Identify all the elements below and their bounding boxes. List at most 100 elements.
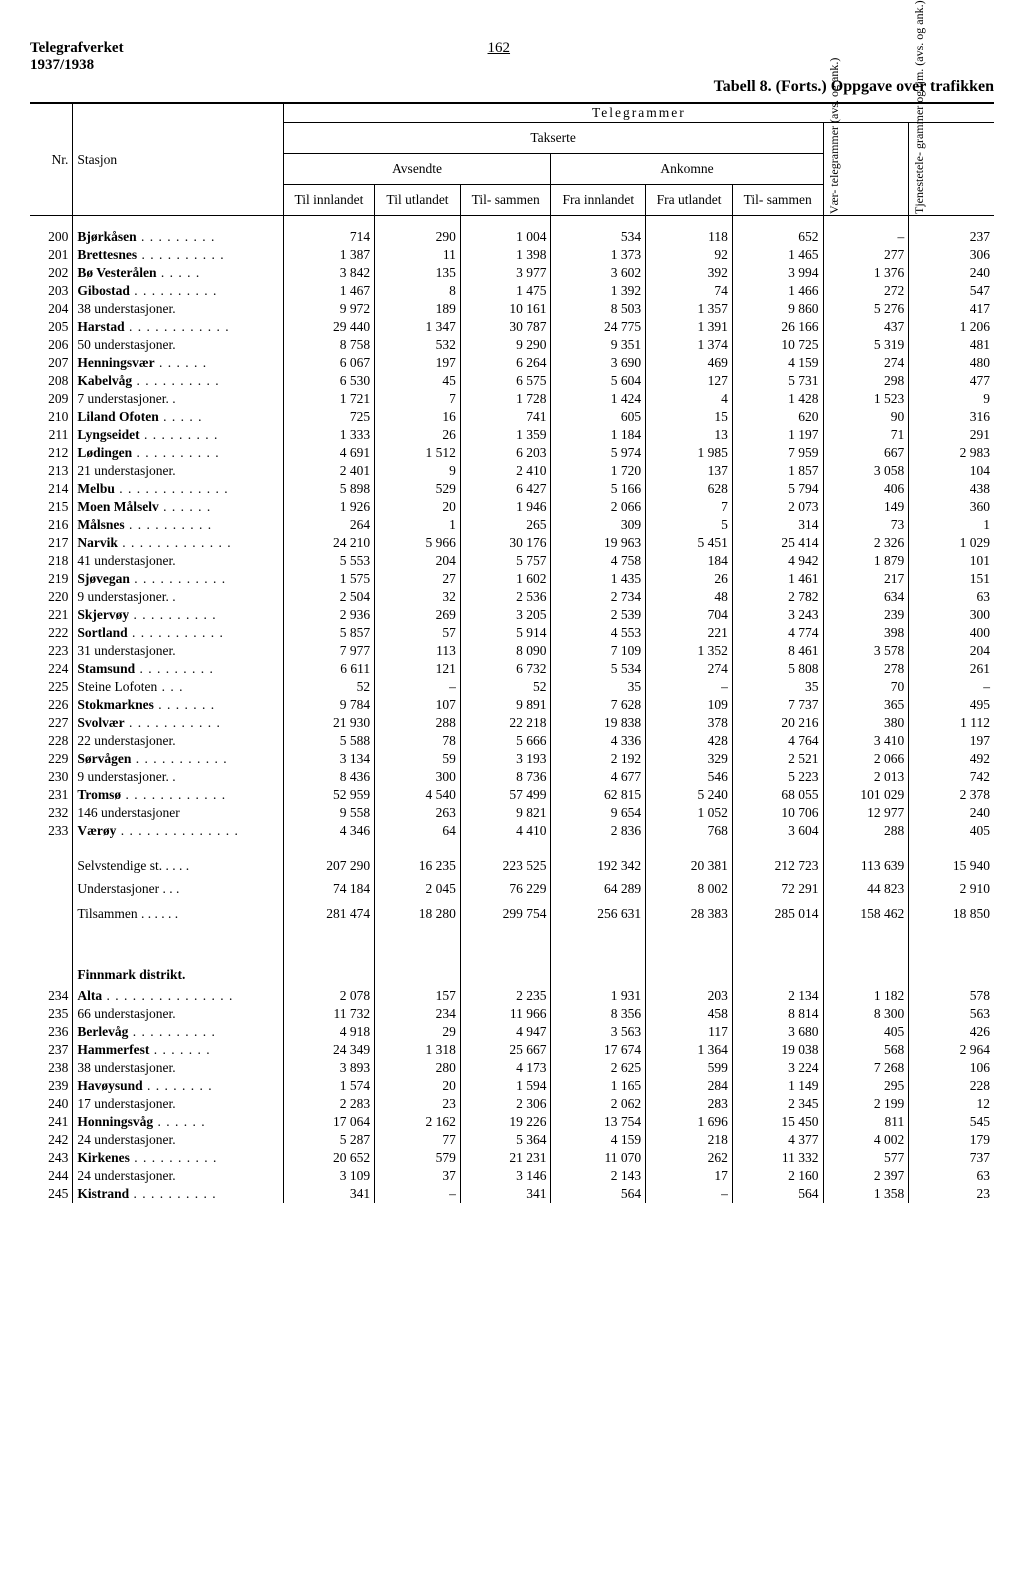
cell-station: Målsnes . . . . . . . . . .	[73, 516, 283, 534]
cell-station: Henningsvær . . . . . .	[73, 354, 283, 372]
cell-nr: 241	[30, 1113, 73, 1131]
cell-value: 70	[823, 678, 909, 696]
table-row: 214Melbu . . . . . . . . . . . . .5 8985…	[30, 480, 994, 498]
cell-station: Bjørkåsen . . . . . . . . .	[73, 228, 283, 246]
cell-value: 35	[732, 678, 823, 696]
cell-value: 280	[375, 1059, 461, 1077]
cell-value: 3 146	[460, 1167, 551, 1185]
cell-value: 3 563	[551, 1023, 646, 1041]
cell-value: 283	[646, 1095, 733, 1113]
cell-value: 217	[823, 570, 909, 588]
cell-value: 9 290	[460, 336, 551, 354]
cell-value: 127	[646, 372, 733, 390]
cell-value: 9	[375, 462, 461, 480]
cell-nr: 224	[30, 660, 73, 678]
summary-row: Tilsammen . . . . . .281 47418 280299 75…	[30, 898, 994, 923]
cell-value: 20 381	[646, 852, 733, 875]
cell-value: 1 004	[460, 228, 551, 246]
cell-nr: 216	[30, 516, 73, 534]
cell-value: 6 264	[460, 354, 551, 372]
table-row: 243Kirkenes . . . . . . . . . .20 652579…	[30, 1149, 994, 1167]
cell-value: 23	[909, 1185, 994, 1203]
cell-value: 741	[460, 408, 551, 426]
cell-value: 274	[823, 354, 909, 372]
cell-value: 44 823	[823, 875, 909, 898]
table-row: 208Kabelvåg . . . . . . . . . .6 530456 …	[30, 372, 994, 390]
cell-nr: 219	[30, 570, 73, 588]
cell-value: 1	[909, 516, 994, 534]
cell-value: 5 974	[551, 444, 646, 462]
cell-value: 265	[460, 516, 551, 534]
cell-value: 197	[375, 354, 461, 372]
cell-value: 92	[646, 246, 733, 264]
section-heading: Finnmark distrikt.	[30, 953, 994, 987]
cell-station: Alta . . . . . . . . . . . . . . .	[73, 987, 283, 1005]
cell-value: 1 376	[823, 264, 909, 282]
cell-nr: 202	[30, 264, 73, 282]
cell-value: 184	[646, 552, 733, 570]
cell-value: 204	[909, 642, 994, 660]
cell-station: Værøy . . . . . . . . . . . . . .	[73, 822, 283, 840]
cell-value: 6 530	[283, 372, 374, 390]
cell-station: Harstad . . . . . . . . . . . .	[73, 318, 283, 336]
cell-nr: 232	[30, 804, 73, 822]
cell-value: 5 757	[460, 552, 551, 570]
table-row: 219Sjøvegan . . . . . . . . . . .1 57527…	[30, 570, 994, 588]
cell-value: 207 290	[283, 852, 374, 875]
cell-value: 2 521	[732, 750, 823, 768]
cell-value: 3 680	[732, 1023, 823, 1041]
page-header: Telegrafverket 1937/1938 162	[30, 40, 994, 74]
cell-value: 6 611	[283, 660, 374, 678]
cell-station: Lyngseidet . . . . . . . . .	[73, 426, 283, 444]
cell-value: 234	[375, 1005, 461, 1023]
cell-value: 2 378	[909, 786, 994, 804]
table-row: 241Honningsvåg . . . . . .17 0642 16219 …	[30, 1113, 994, 1131]
cell-value: 3 604	[732, 822, 823, 840]
cell-value: 104	[909, 462, 994, 480]
cell-value: 2 078	[283, 987, 374, 1005]
table-row: 206 50 understasjoner.8 7585329 2909 351…	[30, 336, 994, 354]
cell-value: 4 336	[551, 732, 646, 750]
cell-value: 1 398	[460, 246, 551, 264]
table-row: 235 66 understasjoner.11 73223411 9668 3…	[30, 1005, 994, 1023]
cell-station: 21 understasjoner.	[73, 462, 283, 480]
cell-value: 579	[375, 1149, 461, 1167]
cell-station: 41 understasjoner.	[73, 552, 283, 570]
cell-value: 10 725	[732, 336, 823, 354]
table-body: 200Bjørkåsen . . . . . . . . .7142901 00…	[30, 216, 994, 1204]
cell-value: 532	[375, 336, 461, 354]
cell-value: 299 754	[460, 898, 551, 923]
cell-value: 4 377	[732, 1131, 823, 1149]
cell-value: 599	[646, 1059, 733, 1077]
cell-value: 262	[646, 1149, 733, 1167]
cell-value: 5 588	[283, 732, 374, 750]
table-row: 213 21 understasjoner.2 40192 4101 72013…	[30, 462, 994, 480]
table-row: 230 9 understasjoner. .8 4363008 7364 67…	[30, 768, 994, 786]
cell-station: Liland Ofoten . . . . .	[73, 408, 283, 426]
cell-value: 768	[646, 822, 733, 840]
cell-value: 811	[823, 1113, 909, 1131]
cell-value: 2 162	[375, 1113, 461, 1131]
cell-value: 1 466	[732, 282, 823, 300]
cell-value: 16	[375, 408, 461, 426]
cell-value: 577	[823, 1149, 909, 1167]
cell-value: 2 983	[909, 444, 994, 462]
cell-station: Kistrand . . . . . . . . . .	[73, 1185, 283, 1203]
table-row: 238 38 understasjoner.3 8932804 1732 625…	[30, 1059, 994, 1077]
cell-nr: 211	[30, 426, 73, 444]
cell-value: 240	[909, 264, 994, 282]
cell-value: 564	[732, 1185, 823, 1203]
cell-station: 24 understasjoner.	[73, 1167, 283, 1185]
head-vaer: Vær- telegrammer (avs. og ank.)	[823, 123, 909, 216]
cell-value: 9 654	[551, 804, 646, 822]
table-row: 202Bø Vesterålen . . . . .3 8421353 9773…	[30, 264, 994, 282]
cell-value: 3 109	[283, 1167, 374, 1185]
cell-value: 306	[909, 246, 994, 264]
cell-value: 1 374	[646, 336, 733, 354]
cell-value: 492	[909, 750, 994, 768]
cell-station: 9 understasjoner. .	[73, 768, 283, 786]
cell-value: 1 594	[460, 1077, 551, 1095]
cell-value: 1 720	[551, 462, 646, 480]
cell-station: Tilsammen . . . . . .	[73, 898, 283, 923]
cell-value: 107	[375, 696, 461, 714]
